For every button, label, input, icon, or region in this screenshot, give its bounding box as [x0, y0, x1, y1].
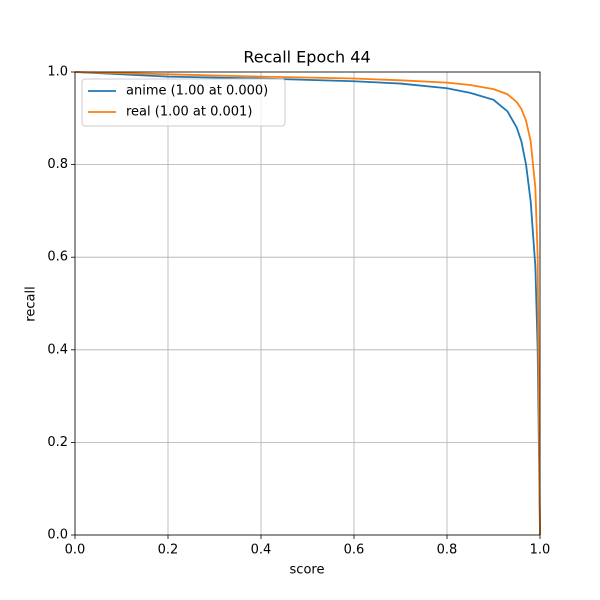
y-tick-label: 1.0: [47, 65, 68, 80]
series-line: [74, 71, 541, 536]
plot-frame: [74, 71, 541, 536]
x-tick-label: 1.0: [530, 543, 551, 558]
lines: [74, 71, 541, 536]
x-tick-label: 0.6: [344, 543, 365, 558]
chart-title: Recall Epoch 44: [243, 48, 370, 67]
y-tick-label: 0.8: [47, 157, 68, 172]
legend-label: real (1.00 at 0.001): [126, 105, 252, 120]
series-line: [74, 71, 541, 536]
y-tick-label: 0.2: [47, 435, 68, 450]
y-tick-label: 0.4: [47, 342, 68, 357]
x-tick-label: 0.8: [437, 543, 458, 558]
legend-label: anime (1.00 at 0.000): [126, 84, 268, 99]
x-tick-label: 0.4: [251, 543, 272, 558]
legend: anime (1.00 at 0.000) real (1.00 at 0.001…: [81, 78, 286, 127]
y-tick-label: 0.0: [47, 528, 68, 543]
x-tick-label: 0.2: [158, 543, 179, 558]
y-axis-label: recall: [24, 286, 39, 321]
x-tick-label: 0.0: [65, 543, 86, 558]
grid: [74, 71, 541, 536]
y-tick-label: 0.6: [47, 250, 68, 265]
legend-box: [81, 78, 286, 127]
x-axis-label: score: [290, 563, 325, 578]
